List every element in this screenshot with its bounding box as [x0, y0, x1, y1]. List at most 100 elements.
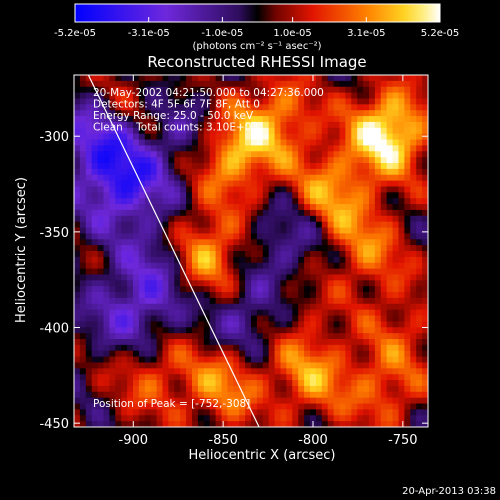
heatmap-cell — [103, 256, 110, 264]
heatmap-cell — [85, 233, 93, 240]
heatmap-cell — [138, 368, 146, 375]
heatmap-cell — [292, 133, 299, 141]
heatmap-cell — [256, 227, 264, 234]
heatmap-cell — [109, 221, 116, 229]
heatmap-cell — [174, 362, 181, 369]
heatmap-cell — [221, 104, 228, 111]
heatmap-cell — [97, 86, 105, 94]
heatmap-cell — [186, 321, 193, 328]
heatmap-cell — [274, 98, 282, 105]
heatmap-cell — [209, 262, 217, 270]
heatmap-cell — [351, 104, 358, 111]
heatmap-cell — [233, 350, 240, 358]
heatmap-cell — [374, 327, 382, 334]
heatmap-cell — [150, 374, 158, 381]
heatmap-cell — [398, 233, 405, 240]
heatmap-cell — [380, 151, 388, 158]
heatmap-cell — [156, 204, 164, 211]
heatmap-cell — [233, 198, 240, 205]
heatmap-cell — [74, 403, 81, 410]
heatmap-cell — [79, 151, 87, 158]
heatmap-cell — [404, 180, 411, 188]
heatmap-cell — [398, 280, 405, 287]
heatmap-cell — [221, 391, 228, 399]
heatmap-cell — [298, 309, 305, 317]
heatmap-cell — [298, 92, 305, 100]
heatmap-cell — [327, 151, 335, 158]
heatmap-cell — [422, 192, 428, 199]
heatmap-cell — [398, 75, 405, 82]
heatmap-cell — [416, 315, 423, 322]
heatmap-cell — [398, 415, 405, 422]
heatmap-cell — [292, 151, 299, 158]
heatmap-cell — [227, 157, 234, 164]
heatmap-cell — [233, 157, 240, 164]
heatmap-cell — [91, 292, 99, 299]
heatmap-cell — [369, 168, 376, 176]
heatmap-cell — [404, 121, 411, 129]
heatmap-cell — [103, 75, 110, 82]
heatmap-cell — [121, 251, 128, 258]
heatmap-cell — [74, 245, 81, 252]
heatmap-cell — [416, 380, 423, 387]
heatmap-cell — [85, 339, 93, 346]
heatmap-cell — [256, 297, 264, 305]
heatmap-cell — [380, 321, 388, 328]
heatmap-cell — [91, 139, 99, 146]
heatmap-cell — [392, 262, 400, 270]
heatmap-cell — [422, 198, 428, 205]
heatmap-cell — [274, 121, 282, 129]
heatmap-cell — [150, 127, 158, 135]
heatmap-cell — [351, 385, 358, 393]
heatmap-cell — [168, 192, 175, 199]
heatmap-cell — [374, 292, 382, 299]
heatmap-cell — [144, 421, 152, 427]
heatmap-cell — [109, 385, 116, 393]
heatmap-cell — [174, 262, 181, 270]
heatmap-cell — [251, 333, 258, 340]
heatmap-cell — [103, 350, 110, 358]
heatmap-cell — [374, 198, 382, 205]
heatmap-cell — [239, 286, 246, 293]
heatmap-cell — [245, 163, 252, 170]
heatmap-cell — [298, 80, 305, 88]
heatmap-cell — [333, 198, 341, 205]
heatmap-cell — [103, 215, 110, 223]
heatmap-cell — [262, 339, 270, 346]
footer-timestamp: 20-Apr-2013 03:38 — [402, 486, 496, 497]
heatmap-cell — [404, 309, 411, 317]
heatmap-cell — [380, 415, 388, 422]
heatmap-cell — [127, 374, 134, 381]
heatmap-cell — [127, 174, 134, 182]
heatmap-cell — [150, 168, 158, 176]
heatmap-cell — [416, 368, 423, 375]
heatmap-cell — [215, 121, 223, 129]
heatmap-cell — [215, 286, 223, 293]
heatmap-cell — [209, 303, 217, 311]
heatmap-cell — [298, 192, 305, 199]
heatmap-cell — [351, 333, 358, 340]
heatmap-cell — [298, 362, 305, 369]
heatmap-cell — [186, 157, 193, 164]
heatmap-cells — [74, 75, 428, 427]
heatmap-cell — [410, 380, 417, 387]
heatmap-cell — [150, 157, 158, 164]
heatmap-cell — [168, 251, 175, 258]
heatmap-cell — [221, 98, 228, 105]
heatmap-cell — [162, 145, 169, 152]
x-tick-label: -800 — [298, 433, 328, 448]
heatmap-cell — [79, 157, 87, 164]
heatmap-cell — [74, 385, 81, 393]
heatmap-cell — [339, 403, 346, 410]
heatmap-cell — [262, 198, 270, 205]
heatmap-cell — [416, 209, 423, 217]
heatmap-cell — [339, 110, 346, 117]
heatmap-cell — [286, 233, 293, 240]
heatmap-cell — [351, 315, 358, 322]
heatmap-cell — [262, 233, 270, 240]
heatmap-cell — [286, 221, 293, 229]
heatmap-cell — [416, 233, 423, 240]
heatmap-cell — [192, 121, 199, 129]
heatmap-cell — [251, 280, 258, 287]
heatmap-cell — [227, 315, 234, 322]
